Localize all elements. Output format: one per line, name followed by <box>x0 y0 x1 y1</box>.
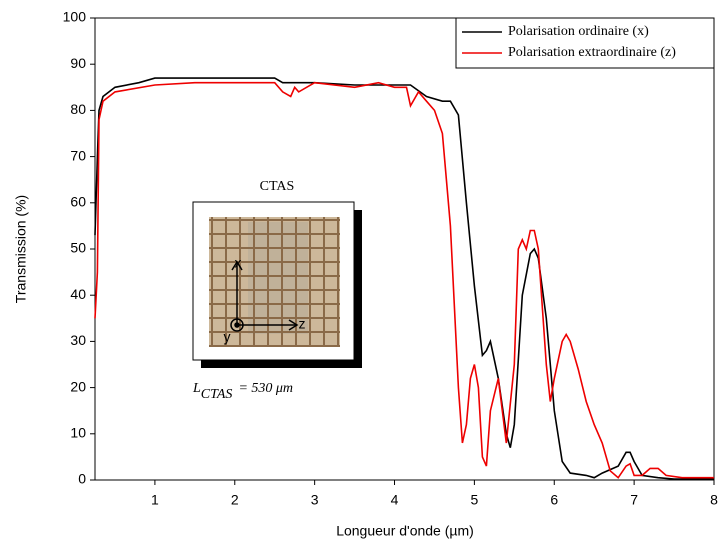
series-line <box>94 77 714 480</box>
y-tick-label: 40 <box>70 286 86 302</box>
y-tick-label: 50 <box>70 240 86 256</box>
legend-label: Polarisation ordinaire (x) <box>508 24 649 39</box>
crystal <box>248 222 308 334</box>
axis-y-symbol: y <box>224 329 231 345</box>
y-tick-label: 80 <box>70 101 86 117</box>
y-tick-label: 20 <box>70 378 86 394</box>
lines <box>94 77 714 480</box>
y-tick-label: 0 <box>78 471 86 487</box>
x-tick-label: 5 <box>470 492 478 508</box>
y-tick-label: 30 <box>70 332 86 348</box>
caption-rest: = 530 μm <box>238 381 293 396</box>
inset-caption: LCTAS = 530 μm <box>192 381 293 402</box>
caption-subscript: CTAS <box>201 387 233 402</box>
caption-symbol: L <box>192 381 201 396</box>
series-line <box>94 81 714 479</box>
y-tick-label: 70 <box>70 147 86 163</box>
inset: CTAS x y z LCTAS = 530 μm <box>192 179 362 402</box>
x-tick-label: 4 <box>391 492 399 508</box>
legend-label: Polarisation extraordinaire (z) <box>508 45 676 60</box>
y-tick-label: 60 <box>70 194 86 210</box>
x-tick-label: 7 <box>630 492 638 508</box>
inset-title: CTAS <box>260 179 295 194</box>
y-axis-label: Transmission (%) <box>13 195 29 303</box>
mesh <box>209 217 340 347</box>
x-tick-label: 1 <box>151 492 159 508</box>
x-tick-label: 3 <box>311 492 319 508</box>
x-tick-label: 2 <box>231 492 239 508</box>
legend-box <box>455 17 715 69</box>
x-tick-label: 8 <box>710 492 718 508</box>
axis-x-symbol: x <box>235 255 242 271</box>
y-tick-label: 90 <box>70 55 86 71</box>
legend: Polarisation ordinaire (x) Polarisation e… <box>455 17 715 69</box>
y-tick-label: 100 <box>63 9 87 25</box>
y-tick-label: 10 <box>70 425 86 441</box>
x-tick-label: 6 <box>550 492 558 508</box>
x-axis-label: Longueur d'onde (µm) <box>336 523 474 539</box>
axis-z-symbol: z <box>299 316 306 332</box>
axes-symbol <box>230 260 299 332</box>
